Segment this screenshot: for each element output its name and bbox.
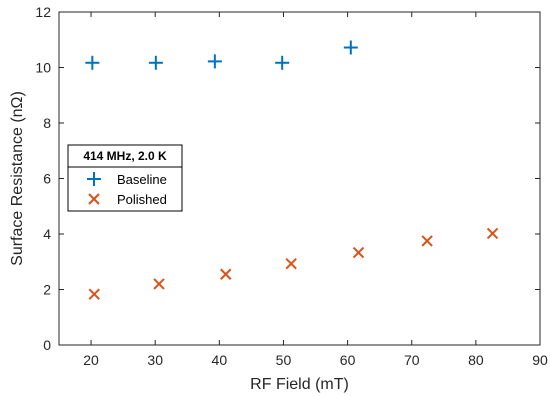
axis-ticks: 20 30 40 50 60 70 80 90 0 2 4 6 8 10 12 <box>35 4 548 368</box>
x-tick-label: 50 <box>276 352 292 368</box>
axes-box <box>58 11 541 346</box>
x-tick-label: 30 <box>147 352 163 368</box>
series-baseline <box>85 40 358 70</box>
axes-frame <box>58 11 541 346</box>
y-tick-label: 8 <box>43 115 51 131</box>
data-marks <box>85 40 499 300</box>
legend: 414 MHz, 2.0 K Baseline Polished <box>67 144 183 212</box>
marker-stroke <box>421 235 433 247</box>
legend-marker-polished <box>88 193 100 205</box>
x-tick-label: 40 <box>212 352 228 368</box>
y-tick-label: 10 <box>35 60 51 76</box>
x-tick-label: 70 <box>404 352 420 368</box>
data-point-polished <box>153 278 165 290</box>
data-point-baseline <box>148 55 163 70</box>
y-tick-label: 4 <box>43 226 51 242</box>
data-point-polished <box>88 288 100 300</box>
marker-stroke <box>153 278 165 290</box>
legend-label-polished: Polished <box>117 192 167 207</box>
data-point-baseline <box>343 40 358 55</box>
data-point-polished <box>421 235 433 247</box>
data-point-polished <box>352 246 365 259</box>
data-point-polished <box>486 227 499 240</box>
marker-stroke <box>88 193 100 205</box>
data-point-polished <box>285 257 297 270</box>
legend-entries: Baseline Polished <box>87 172 167 207</box>
legend-entry-baseline: Baseline <box>87 172 167 187</box>
data-point-baseline <box>275 55 290 70</box>
y-tick-label: 2 <box>43 282 51 298</box>
series-polished <box>88 227 499 300</box>
marker-stroke <box>220 268 232 280</box>
marker-stroke <box>88 288 100 300</box>
y-tick-label: 0 <box>43 337 51 353</box>
data-point-baseline <box>85 55 100 70</box>
legend-entry-polished: Polished <box>88 192 167 207</box>
y-axis-label: Surface Resistance (nΩ) <box>9 91 26 266</box>
x-tick-label: 60 <box>340 352 356 368</box>
y-tick-label: 6 <box>43 171 51 187</box>
data-point-baseline <box>207 54 222 69</box>
legend-title: 414 MHz, 2.0 K <box>83 149 167 163</box>
x-tick-label: 90 <box>532 352 548 368</box>
legend-label-baseline: Baseline <box>117 172 167 187</box>
data-point-polished <box>220 268 232 280</box>
marker-stroke <box>486 227 499 240</box>
x-tick-label: 80 <box>468 352 484 368</box>
marker-stroke <box>285 257 297 270</box>
marker-stroke <box>352 246 365 259</box>
y-tick-label: 12 <box>35 4 51 20</box>
legend-marker-baseline <box>87 172 101 186</box>
x-axis-label: RF Field (mT) <box>250 376 349 393</box>
x-tick-label: 20 <box>83 352 99 368</box>
